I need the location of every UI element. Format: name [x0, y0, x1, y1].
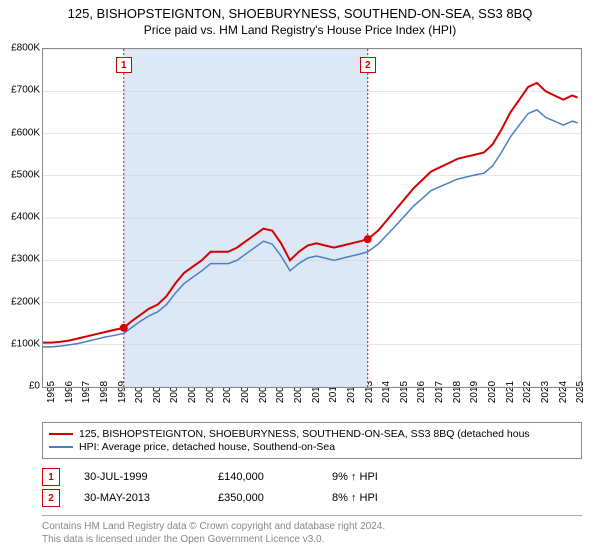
chart-container: 125, BISHOPSTEIGNTON, SHOEBURYNESS, SOUT… — [0, 0, 600, 560]
y-tick-label: £600K — [0, 127, 40, 138]
title-sub: Price paid vs. HM Land Registry's House … — [0, 23, 600, 37]
footer-line: Contains HM Land Registry data © Crown c… — [42, 520, 582, 533]
y-tick-label: £700K — [0, 85, 40, 96]
marker-number-box: 2 — [42, 489, 60, 507]
marker-date: 30-MAY-2013 — [84, 492, 194, 504]
legend-swatch — [49, 433, 73, 435]
markers-table: 1 30-JUL-1999 £140,000 9% ↑ HPI 2 30-MAY… — [42, 465, 582, 510]
legend-item: 125, BISHOPSTEIGNTON, SHOEBURYNESS, SOUT… — [49, 428, 575, 440]
y-tick-label: £0 — [0, 381, 40, 392]
y-tick-label: £500K — [0, 169, 40, 180]
chart-marker-number: 1 — [116, 57, 132, 73]
marker-price: £140,000 — [218, 471, 308, 483]
y-tick-label: £100K — [0, 338, 40, 349]
marker-price: £350,000 — [218, 492, 308, 504]
chart-svg — [43, 49, 581, 387]
legend-item: HPI: Average price, detached house, Sout… — [49, 441, 575, 453]
y-tick-label: £200K — [0, 296, 40, 307]
marker-row: 1 30-JUL-1999 £140,000 9% ↑ HPI — [42, 468, 582, 486]
y-tick-label: £800K — [0, 43, 40, 54]
y-tick-label: £300K — [0, 254, 40, 265]
legend-swatch — [49, 446, 73, 448]
footer-line: This data is licensed under the Open Gov… — [42, 533, 582, 546]
legend-box: 125, BISHOPSTEIGNTON, SHOEBURYNESS, SOUT… — [42, 422, 582, 459]
marker-row: 2 30-MAY-2013 £350,000 8% ↑ HPI — [42, 489, 582, 507]
chart-area: 12 — [42, 48, 582, 388]
marker-date: 30-JUL-1999 — [84, 471, 194, 483]
y-tick-label: £400K — [0, 212, 40, 223]
marker-number-box: 1 — [42, 468, 60, 486]
footer: Contains HM Land Registry data © Crown c… — [42, 515, 582, 546]
marker-pct: 8% ↑ HPI — [332, 492, 422, 504]
legend-label: 125, BISHOPSTEIGNTON, SHOEBURYNESS, SOUT… — [79, 428, 530, 440]
title-main: 125, BISHOPSTEIGNTON, SHOEBURYNESS, SOUT… — [0, 6, 600, 21]
legend-label: HPI: Average price, detached house, Sout… — [79, 441, 335, 453]
chart-marker-number: 2 — [360, 57, 376, 73]
title-block: 125, BISHOPSTEIGNTON, SHOEBURYNESS, SOUT… — [0, 0, 600, 37]
marker-pct: 9% ↑ HPI — [332, 471, 422, 483]
